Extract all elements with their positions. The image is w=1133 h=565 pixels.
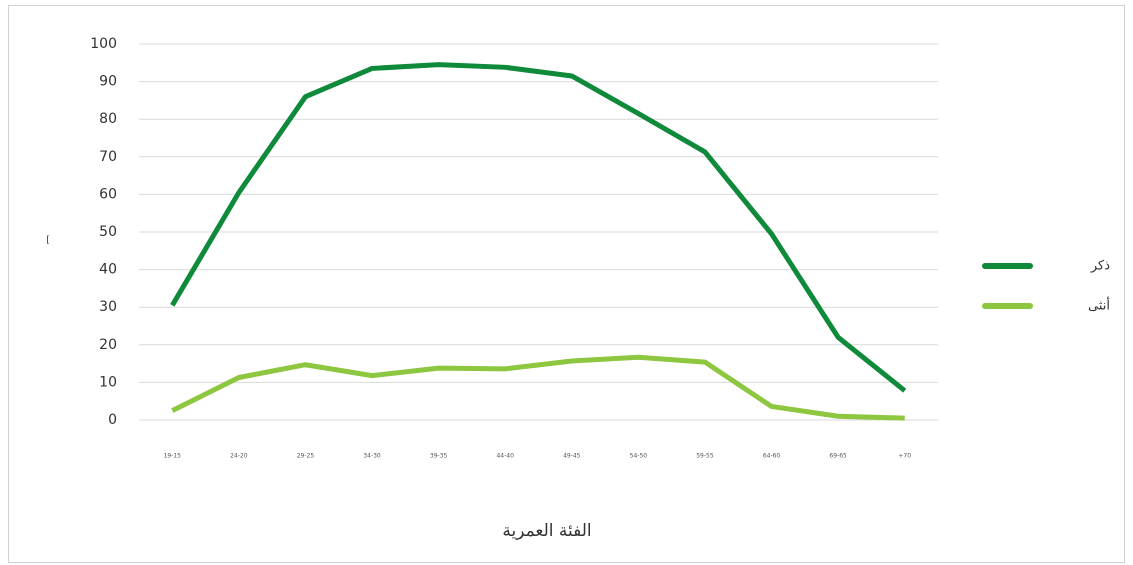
series-line xyxy=(170,62,907,393)
x-tick-label: 59-55 xyxy=(696,453,714,460)
chart-border xyxy=(8,5,1125,563)
y-tick-label: 100 xyxy=(90,36,117,52)
x-tick-label: 24-20 xyxy=(230,453,248,460)
y-axis-label: [ xyxy=(46,236,50,246)
x-tick-label: 34-30 xyxy=(363,453,381,460)
x-tick-label: 19-15 xyxy=(164,453,182,460)
x-axis-label: الفئة العمرية xyxy=(502,521,591,541)
x-tick-label: 64-60 xyxy=(763,453,781,460)
y-tick-label: 10 xyxy=(99,374,117,390)
y-tick-label: 90 xyxy=(99,74,117,90)
series-line xyxy=(171,354,905,421)
x-tick-label: 49-45 xyxy=(563,453,581,460)
x-tick-label: 69-65 xyxy=(829,453,847,460)
y-tick-label: 70 xyxy=(99,149,117,165)
legend-label: أنثى xyxy=(1088,297,1110,314)
x-tick-label: 44-40 xyxy=(496,453,514,460)
x-tick-label: 39-35 xyxy=(430,453,448,460)
legend-label: ذكر xyxy=(1090,259,1110,274)
y-tick-label: 30 xyxy=(99,299,117,315)
y-tick-label: 80 xyxy=(99,111,117,127)
y-tick-label: 50 xyxy=(99,224,117,240)
x-tick-label: 29-25 xyxy=(297,453,315,460)
y-tick-label: 0 xyxy=(108,412,117,428)
y-tick-label: 60 xyxy=(99,186,117,202)
x-tick-label: +70 xyxy=(898,453,911,460)
x-tick-label: 54-50 xyxy=(630,453,648,460)
y-tick-label: 40 xyxy=(99,262,117,278)
y-tick-label: 20 xyxy=(99,337,117,353)
